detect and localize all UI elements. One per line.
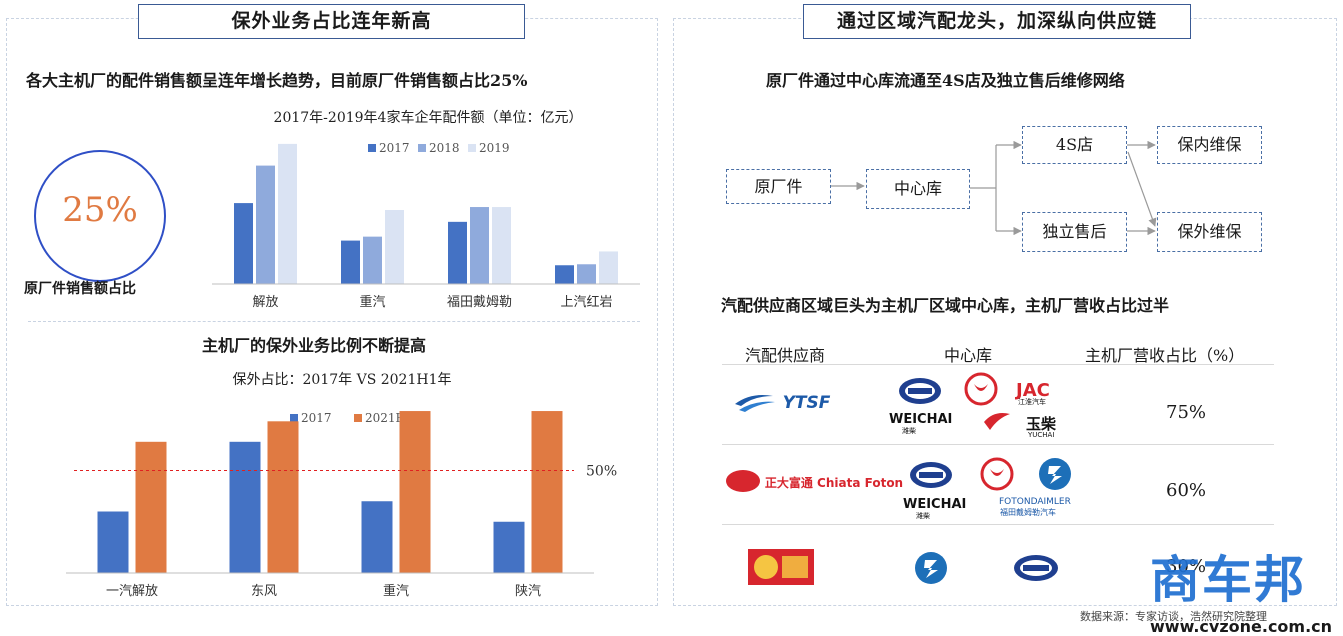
bar: [363, 236, 382, 284]
reference-label: 50%: [586, 464, 617, 480]
left-divider: [28, 321, 640, 322]
chiata-emblem-icon: [726, 470, 760, 492]
chart-title: 保外占比：2017年 VS 2021H1年: [233, 372, 452, 388]
watermark-brand: 商车邦: [1150, 551, 1306, 609]
legend-swatch: [418, 144, 426, 152]
bar: [555, 265, 574, 284]
bar: [267, 421, 299, 573]
col-share: 主机厂营收占比（%）: [1085, 346, 1245, 365]
legend-label: 2018: [429, 141, 460, 155]
bar: [599, 251, 618, 284]
flow-independent-box: 独立售后: [1022, 212, 1127, 252]
bar: [385, 210, 404, 284]
ytsf-swoosh-icon: [735, 395, 775, 412]
bar: [577, 264, 596, 284]
flow-heading: 原厂件通过中心库流通至4S店及独立售后维修网络: [766, 71, 1125, 90]
col-supplier: 汽配供应商: [745, 346, 826, 365]
flow-in-warranty-box: 保内维保: [1157, 126, 1262, 164]
out-of-warranty-heading: 主机厂的保外业务比例不断提高: [202, 336, 427, 355]
right-banner: 通过区域汽配龙头，加深纵向供应链: [803, 4, 1191, 39]
table-rule: [722, 444, 1274, 445]
category-label: 陕汽: [515, 584, 541, 599]
bar: [492, 207, 511, 284]
category-label: 东风: [251, 584, 277, 599]
bar: [448, 221, 467, 284]
out-of-warranty-chart: 保外占比：2017年 VS 2021H1年2017 2021H1一汽解放 东风 重汽陕…: [66, 372, 617, 599]
bar: [531, 411, 563, 573]
bar: [341, 240, 360, 284]
left-banner: 保外业务占比连年新高: [138, 4, 525, 39]
bar: [256, 165, 275, 284]
table-rule: [722, 364, 1274, 365]
flow-out-warranty-box: 保外维保: [1157, 212, 1262, 252]
legend-swatch: [368, 144, 376, 152]
category-label: 上汽红岩: [560, 294, 612, 310]
source-note: 数据来源：专家访谈，浩然研究院整理: [1080, 610, 1267, 623]
bar: [361, 501, 393, 573]
legend-label: 2017: [379, 141, 410, 155]
share-circle-label: 原厂件销售额占比: [24, 281, 136, 297]
category-label: 解放: [252, 295, 278, 310]
bar: [229, 441, 261, 573]
bar: [135, 441, 167, 573]
share-circle-value: 25%: [62, 190, 138, 230]
legend-swatch: [354, 414, 362, 422]
supplier-heading: 汽配供应商区域巨头为主机厂区域中心库，主机厂营收占比过半: [721, 296, 1170, 315]
category-label: 福田戴姆勒: [447, 295, 512, 310]
category-label: 一汽解放: [106, 584, 158, 599]
flow-hub-box: 中心库: [866, 169, 970, 209]
flow-dealer-box: 4S店: [1022, 126, 1127, 164]
share-circle: [34, 150, 166, 282]
watermark-url: www.cvzone.com.cn: [1150, 617, 1333, 636]
legend-swatch: [290, 414, 298, 422]
share-row-3: 30%: [1166, 556, 1207, 577]
parts-sales-heading: 各大主机厂的配件销售额呈连年增长趋势，目前原厂件销售额占比25%: [26, 71, 528, 90]
bar: [493, 521, 525, 573]
table-rule: [722, 524, 1274, 525]
left-charts-svg: 2017年-2019年4家车企年配件额（单位：亿元） 2017 2018 2019 解放…: [66, 109, 640, 599]
col-hub: 中心库: [944, 346, 993, 365]
watermark-logo: 商车邦: [1150, 540, 1330, 609]
flow-source-box: 原厂件: [726, 169, 831, 204]
share-row-1: 75%: [1166, 402, 1207, 423]
legend-swatch: [468, 144, 476, 152]
chiata-foton-logo: 正大富通 Chiata Foton: [726, 470, 903, 492]
bar: [399, 411, 431, 573]
category-label: 重汽: [383, 583, 409, 599]
legend-label: 2017: [301, 411, 332, 425]
chart-title: 2017年-2019年4家车企年配件额（单位：亿元）: [274, 109, 583, 126]
bar: [234, 203, 253, 284]
ytsf-logo: YTSF: [782, 393, 831, 413]
parts-revenue-chart: 2017年-2019年4家车企年配件额（单位：亿元） 2017 2018 2019 解放…: [212, 109, 640, 310]
legend-label: 2019: [479, 141, 510, 155]
bar: [278, 143, 297, 284]
share-row-2: 60%: [1166, 480, 1207, 501]
bar: [470, 207, 489, 284]
table-row: YTSF: [733, 390, 830, 418]
category-label: 重汽: [359, 294, 385, 310]
bar: [97, 511, 129, 573]
